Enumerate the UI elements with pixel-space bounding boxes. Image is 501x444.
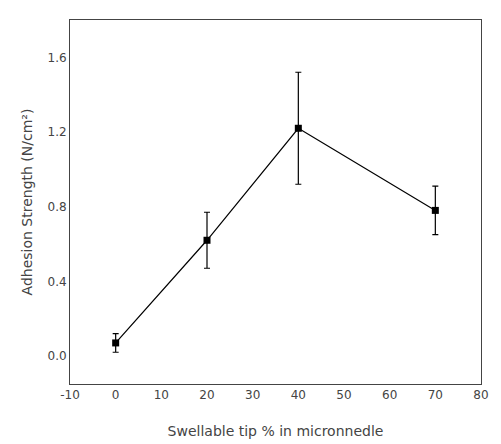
svg-text:0.4: 0.4 <box>48 275 67 289</box>
svg-text:Swellable tip % in micronnedle: Swellable tip % in micronnedle <box>168 423 384 439</box>
svg-text:Adhesion Strength (N/cm²): Adhesion Strength (N/cm²) <box>19 109 35 296</box>
svg-text:70: 70 <box>428 388 443 402</box>
svg-text:-10: -10 <box>60 388 80 402</box>
svg-text:80: 80 <box>473 388 488 402</box>
svg-text:50: 50 <box>336 388 351 402</box>
svg-text:1.2: 1.2 <box>48 125 67 139</box>
svg-text:0.0: 0.0 <box>48 349 67 363</box>
svg-text:20: 20 <box>199 388 214 402</box>
svg-text:60: 60 <box>382 388 397 402</box>
svg-text:30: 30 <box>245 388 260 402</box>
svg-text:10: 10 <box>154 388 169 402</box>
svg-text:0.8: 0.8 <box>48 200 67 214</box>
svg-text:1.6: 1.6 <box>48 51 67 65</box>
svg-text:0: 0 <box>112 388 120 402</box>
svg-text:40: 40 <box>291 388 306 402</box>
